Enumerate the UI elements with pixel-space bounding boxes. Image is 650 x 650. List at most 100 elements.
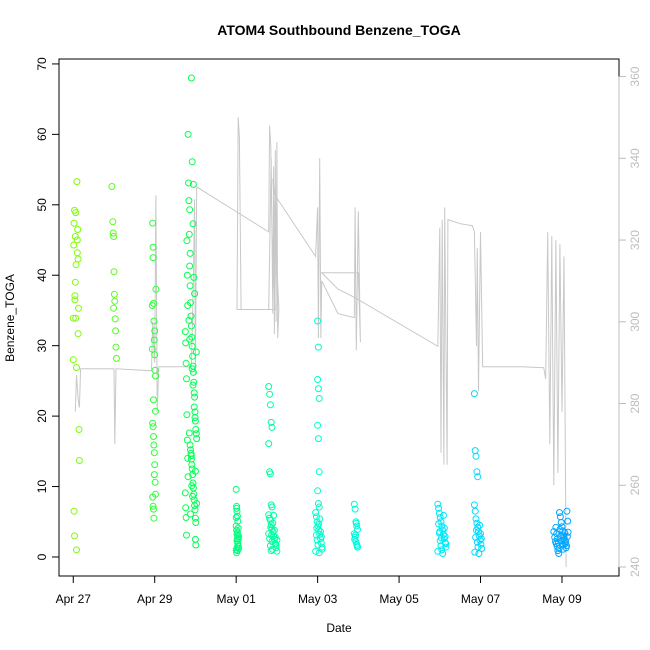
data-point [188, 158, 196, 166]
data-point [192, 430, 200, 438]
data-point [186, 441, 194, 449]
data-point [266, 401, 274, 409]
data-point [235, 545, 243, 552]
data-point [186, 206, 194, 214]
chart-title: ATOM4 Southbound Benzene_TOGA [217, 22, 460, 38]
y2-tick-label: 340 [628, 148, 642, 168]
data-point [193, 500, 201, 507]
data-point [234, 535, 242, 543]
data-point [315, 395, 323, 402]
data-point [149, 219, 157, 227]
data-point [149, 254, 157, 262]
data-point [186, 335, 194, 343]
data-point [314, 541, 322, 549]
data-point [74, 226, 82, 233]
data-point [270, 511, 278, 519]
data-point [190, 389, 198, 397]
data-point [70, 241, 78, 249]
data-point [563, 542, 570, 550]
data-point [474, 473, 482, 481]
data-point [352, 531, 359, 539]
data-point [477, 535, 485, 543]
secondary-series-layer [74, 117, 567, 568]
data-point [71, 233, 79, 240]
data-point [112, 327, 120, 335]
data-point [190, 378, 198, 386]
data-point [268, 545, 276, 553]
data-point [150, 396, 157, 404]
data-point [313, 536, 321, 544]
data-point [191, 290, 199, 298]
data-point [188, 365, 196, 373]
y2-axis-right: 240 260 280 300 320 340 360 [618, 66, 642, 577]
data-point [187, 322, 195, 330]
data-point [183, 271, 191, 279]
y-axis-label: Benzene_TOGA [3, 274, 17, 362]
data-point [268, 531, 276, 539]
data-point [316, 530, 324, 538]
data-point [187, 510, 194, 518]
data-point [314, 500, 322, 507]
data-point [564, 517, 572, 525]
data-point [150, 471, 158, 479]
data-point [351, 505, 359, 513]
data-point [150, 505, 157, 513]
data-point [556, 509, 563, 517]
data-point [476, 521, 484, 529]
data-point [186, 262, 194, 270]
data-point [312, 509, 320, 517]
data-point [315, 520, 323, 528]
data-point [475, 550, 483, 557]
data-point [438, 546, 446, 554]
data-point [556, 513, 564, 521]
data-point [181, 328, 189, 336]
data-point [314, 376, 322, 383]
data-point [232, 522, 240, 530]
data-point [189, 368, 197, 376]
x-tick-label: May 03 [298, 592, 338, 606]
data-point [315, 549, 323, 557]
y-tick-label: 10 [35, 480, 49, 494]
data-point [557, 519, 565, 526]
y2-tick-label: 280 [628, 393, 642, 413]
data-point [267, 523, 275, 531]
data-point [71, 292, 79, 300]
data-point [185, 197, 193, 205]
data-point [190, 273, 198, 281]
data-point [442, 540, 450, 548]
x-axis-label: Date [326, 621, 352, 635]
data-point [148, 302, 156, 309]
data-point [72, 314, 80, 322]
data-point [112, 354, 120, 362]
data-point [316, 515, 324, 523]
x-tick-label: May 01 [216, 592, 256, 606]
data-point [477, 530, 484, 538]
data-point [149, 493, 157, 501]
data-point [472, 452, 480, 460]
data-point [435, 520, 443, 528]
data-point [69, 314, 77, 322]
data-point [233, 502, 241, 510]
data-point [73, 249, 81, 257]
data-point [191, 506, 199, 514]
data-point [75, 304, 82, 312]
x-tick-label: May 05 [379, 592, 419, 606]
data-point [72, 209, 80, 217]
data-point [188, 342, 196, 350]
y-axis: 0 10 20 30 40 50 60 70 [35, 57, 60, 560]
data-point [192, 348, 200, 356]
data-point [441, 533, 449, 541]
data-point [269, 528, 277, 536]
data-point [184, 130, 192, 138]
data-point [191, 514, 199, 522]
data-point [189, 352, 197, 360]
data-point [269, 519, 277, 527]
data-point [471, 447, 479, 455]
data-point [69, 356, 77, 364]
data-point [70, 219, 78, 227]
data-point [186, 249, 194, 257]
data-point [183, 375, 190, 383]
data-point [74, 255, 82, 263]
data-point [183, 411, 191, 419]
data-point [152, 407, 159, 415]
